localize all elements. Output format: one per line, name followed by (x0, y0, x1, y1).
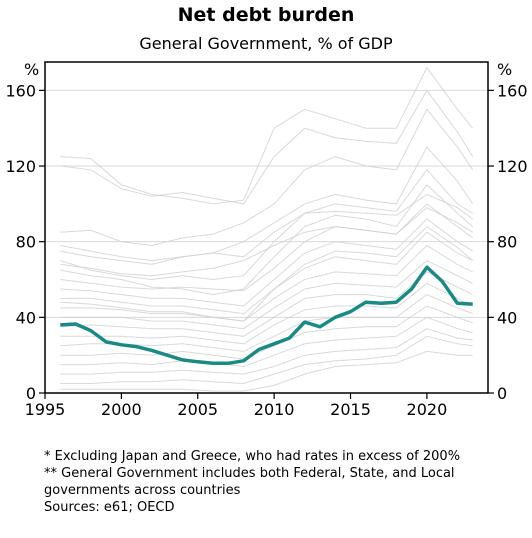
background-series-line-2 (60, 108, 474, 247)
background-series-line-8 (60, 231, 473, 315)
line-chart: 0 0 40 40 80 80 120 120 160 160 1995 2000 2005 2010 20… (5, 60, 527, 419)
background-series-line-20 (60, 193, 473, 262)
y-tick-label-right-40: 40 (497, 308, 517, 327)
background-series-line-16 (60, 328, 473, 375)
x-tick-label-1995: 1995 (25, 400, 66, 419)
chart-title: Net debt burden (177, 4, 355, 26)
grid-lines (45, 89, 488, 318)
x-tick-label-2015: 2015 (330, 400, 371, 419)
x-tick-label-2000: 2000 (101, 400, 142, 419)
background-series-line-18 (60, 350, 473, 392)
y-tick-label-right-80: 80 (497, 233, 517, 252)
highlight-series (60, 265, 473, 366)
background-series-line-4 (60, 169, 473, 281)
y-tick-label-left-120: 120 (5, 157, 36, 176)
y-tick-label-left-160: 160 (5, 81, 36, 100)
footnote-1: * Excluding Japan and Greece, who had ra… (44, 449, 461, 464)
highlight-series-line (60, 265, 473, 366)
x-tick-label-2005: 2005 (177, 400, 218, 419)
y-tick-label-left-40: 40 (16, 308, 36, 327)
footnote-2: ** General Government includes both Fede… (44, 466, 455, 498)
background-series-line-17 (60, 335, 473, 385)
background-series-line-15 (60, 316, 473, 368)
background-series-line-3 (60, 146, 474, 265)
background-series-line-21 (60, 225, 474, 322)
y-tick-label-right-0: 0 (497, 384, 507, 403)
background-series (60, 66, 474, 392)
background-series-line-5 (60, 184, 474, 296)
y-unit-right: % (497, 60, 512, 79)
sources: Sources: e61; OECD (44, 500, 175, 515)
y-tick-label-left-80: 80 (16, 233, 36, 252)
chart-notes: * Excluding Japan and Greece, who had ra… (44, 448, 514, 516)
y-tick-label-right-160: 160 (497, 81, 528, 100)
background-series-line-0 (60, 66, 474, 205)
y-tick-label-right-120: 120 (497, 157, 528, 176)
background-series-line-7 (60, 218, 473, 307)
background-series-line-10 (60, 260, 473, 330)
axis-ticks: 0 0 40 40 80 80 120 120 160 160 1995 2000 2005 2010 20… (5, 81, 527, 419)
background-series-line-13 (60, 294, 473, 352)
x-tick-label-2020: 2020 (407, 400, 448, 419)
background-series-line-9 (60, 244, 473, 322)
background-series-line-19 (60, 207, 473, 277)
background-series-line-6 (60, 203, 473, 292)
background-series-line-12 (60, 282, 473, 345)
plot-frame (44, 61, 489, 394)
x-tick-label-2010: 2010 (254, 400, 295, 419)
y-tick-label-left-0: 0 (26, 384, 36, 403)
y-unit-left: % (24, 60, 39, 79)
background-series-line-14 (60, 305, 473, 360)
background-series-line-1 (60, 89, 474, 205)
chart-subtitle: General Government, % of GDP (139, 34, 393, 53)
